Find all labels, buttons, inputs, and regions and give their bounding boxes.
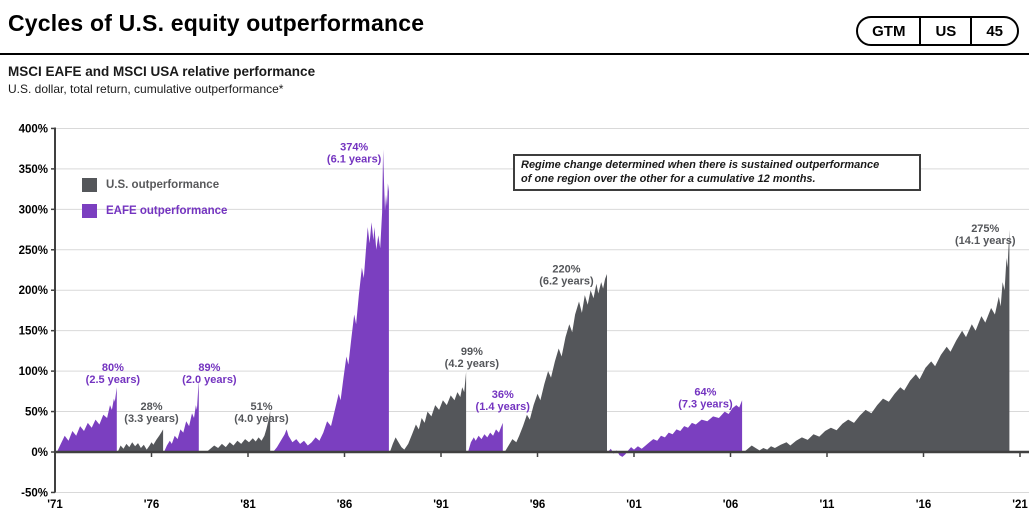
y-tick-label: 250%	[19, 245, 48, 257]
eafe-legend-swatch	[82, 203, 97, 218]
gtm-page-badge: GTM US 45	[856, 16, 1019, 46]
us-peak-annotation: 51% (4.0 years)	[234, 401, 289, 425]
y-tick-label: 200%	[19, 285, 48, 297]
legend-item-us: U.S. outperformance	[82, 175, 227, 194]
page-title: Cycles of U.S. equity outperformance	[8, 10, 425, 36]
x-tick-label: '16	[916, 499, 932, 511]
eafe-outperformance-area	[56, 387, 117, 452]
callout-line-1: Regime change determined when there is s…	[521, 159, 880, 171]
eafe-peak-annotation: 80% (2.5 years)	[86, 362, 141, 386]
x-tick-label: '96	[530, 499, 546, 511]
eafe-legend-label: EAFE outperformance	[106, 204, 228, 217]
x-tick-label: '81	[240, 499, 256, 511]
us-outperformance-area	[744, 229, 1010, 452]
x-tick-label: '71	[47, 499, 63, 511]
x-tick-label: '91	[433, 499, 449, 511]
eafe-outperformance-area	[273, 149, 389, 452]
eafe-peak-annotation: 36% (1.4 years)	[476, 389, 531, 413]
eafe-peak-annotation: 374% (6.1 years)	[327, 141, 382, 165]
us-peak-annotation: 99% (4.2 years)	[445, 346, 500, 370]
eafe-peak-annotation: 89% (2.0 years)	[182, 362, 237, 386]
x-tick-label: '76	[144, 499, 160, 511]
us-peak-annotation: 220% (6.2 years)	[539, 263, 594, 287]
badge-cell-region: US	[919, 18, 970, 44]
x-tick-label: '01	[626, 499, 642, 511]
us-peak-annotation: 275% (14.1 years)	[955, 223, 1016, 247]
x-tick-label: '21	[1012, 499, 1028, 511]
chart-title: MSCI EAFE and MSCI USA relative performa…	[8, 64, 316, 79]
us-legend-swatch	[82, 177, 97, 192]
y-tick-label: 350%	[19, 164, 48, 176]
x-tick-label: '06	[723, 499, 739, 511]
eafe-outperformance-area	[607, 400, 743, 457]
callout-line-2: of one region over the other for a cumul…	[521, 173, 816, 185]
chart-legend: U.S. outperformance EAFE outperformance	[82, 175, 227, 227]
y-tick-label: -50%	[21, 487, 48, 499]
y-tick-label: 0%	[31, 447, 48, 459]
badge-cell-page-number: 45	[970, 18, 1017, 44]
x-tick-label: '11	[820, 499, 835, 511]
eafe-outperformance-area	[164, 380, 199, 452]
us-outperformance-area	[206, 410, 271, 452]
header-divider	[0, 53, 1029, 55]
us-outperformance-area	[389, 371, 467, 452]
us-legend-label: U.S. outperformance	[106, 178, 220, 191]
y-tick-label: 150%	[19, 326, 48, 338]
legend-item-eafe: EAFE outperformance	[82, 201, 227, 220]
us-outperformance-area	[504, 274, 607, 452]
regime-change-callout: Regime change determined when there is s…	[513, 154, 921, 191]
us-peak-annotation: 28% (3.3 years)	[124, 401, 179, 425]
badge-cell-gtm: GTM	[872, 22, 906, 40]
y-tick-label: 50%	[25, 407, 48, 419]
chart-subtitle: U.S. dollar, total return, cumulative ou…	[8, 82, 284, 96]
eafe-outperformance-area	[468, 422, 503, 452]
eafe-peak-annotation: 64% (7.3 years)	[678, 386, 733, 410]
y-tick-label: 300%	[19, 204, 48, 216]
y-tick-label: 400%	[19, 123, 48, 135]
us-outperformance-area	[117, 429, 164, 452]
y-tick-label: 100%	[19, 366, 48, 378]
x-tick-label: '86	[337, 499, 353, 511]
